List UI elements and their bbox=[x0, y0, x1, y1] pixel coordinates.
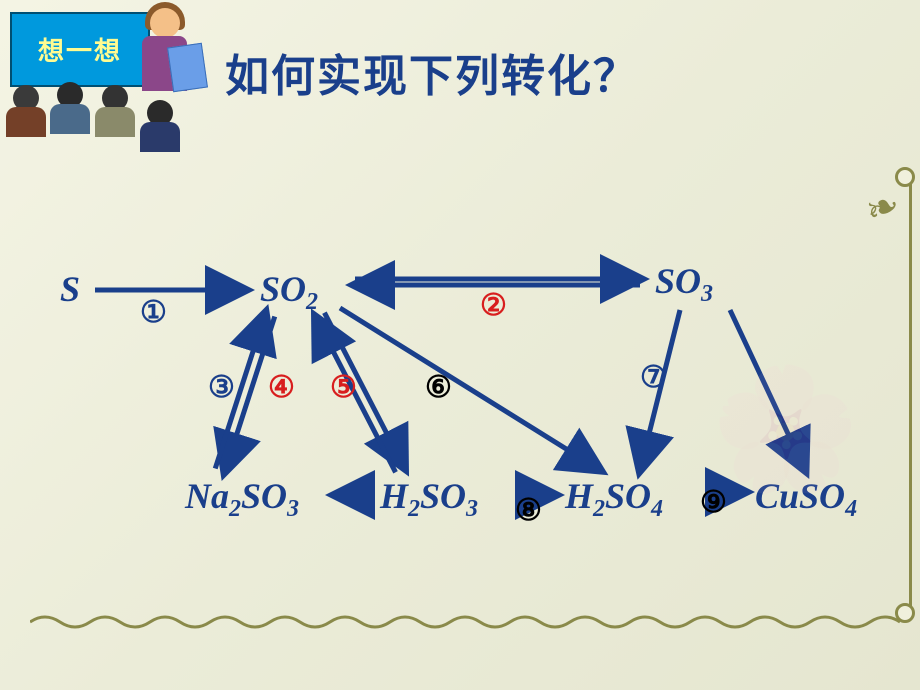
node-S: S bbox=[60, 268, 80, 310]
student-figure bbox=[140, 100, 180, 150]
node-Na2SO3: Na2SO3 bbox=[185, 475, 299, 523]
node-CuSO4: CuSO4 bbox=[755, 475, 857, 523]
step-label: ⑦ bbox=[640, 360, 667, 395]
node-H2SO3: H2SO3 bbox=[380, 475, 478, 523]
step-label: ⑨ bbox=[700, 485, 727, 520]
decorative-border-bottom bbox=[30, 610, 900, 630]
reaction-diagram: S SO2 SO3 Na2SO3 H2SO3 H2SO4 CuSO4 ① ② ③④⑤ ⑥ ⑦ ⑧ ⑨ bbox=[30, 230, 900, 550]
student-figure bbox=[6, 85, 46, 135]
step-label: ② bbox=[480, 288, 507, 323]
step-label: ④ bbox=[268, 370, 295, 405]
step-label: ③ bbox=[208, 370, 235, 405]
board-text: 想一想 bbox=[38, 31, 122, 68]
node-H2SO4: H2SO4 bbox=[565, 475, 663, 523]
decorative-leaves-icon: ❧ bbox=[860, 181, 907, 236]
student-figure bbox=[95, 85, 135, 135]
step-label: ⑤ bbox=[330, 370, 357, 405]
node-SO2: SO2 bbox=[260, 268, 318, 316]
step-label: ⑧ bbox=[515, 493, 542, 528]
teacher-figure bbox=[130, 0, 200, 115]
node-SO3: SO3 bbox=[655, 260, 713, 308]
step-label: ① bbox=[140, 295, 167, 330]
decorative-border-right bbox=[902, 175, 912, 615]
student-figure bbox=[50, 82, 90, 132]
page-title: 如何实现下列转化？ bbox=[225, 40, 639, 104]
classroom-illustration: 想一想 bbox=[0, 0, 200, 160]
chalkboard: 想一想 bbox=[10, 12, 150, 87]
step-label: ⑥ bbox=[425, 370, 452, 405]
